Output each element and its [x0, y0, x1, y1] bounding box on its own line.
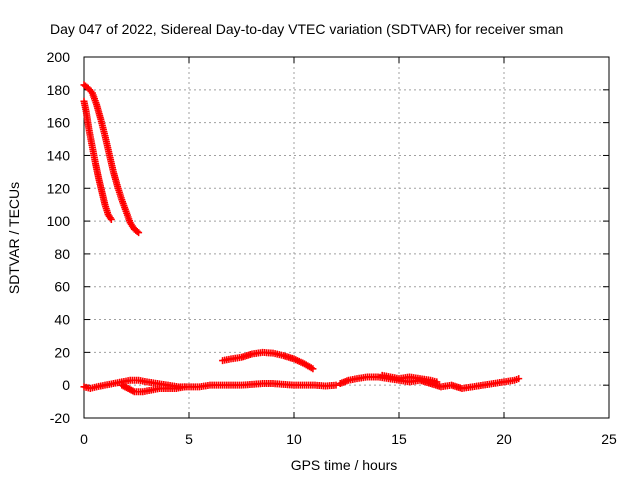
data-point	[133, 227, 141, 235]
y-tick-label: 0	[62, 377, 70, 393]
data-point	[332, 381, 340, 389]
series-track-4	[80, 376, 340, 392]
series-track-6	[336, 373, 523, 392]
y-tick-label: 180	[47, 82, 71, 98]
data-series	[80, 81, 523, 396]
y-tick-label: -20	[50, 410, 70, 426]
y-tick-label: 80	[54, 246, 70, 262]
data-point	[515, 375, 523, 383]
x-axis-title: GPS time / hours	[291, 457, 398, 473]
y-tick-label: 60	[54, 279, 70, 295]
data-point	[433, 378, 441, 386]
x-tick-label: 15	[391, 431, 407, 447]
plot-frame	[83, 56, 610, 419]
series-track-1	[80, 81, 143, 237]
y-axis-title: SDTVAR / TECUs	[6, 182, 22, 294]
series-track-2	[80, 97, 115, 223]
x-tick-label: 0	[80, 431, 88, 447]
x-tick-label: 20	[496, 431, 512, 447]
y-tick-label: 120	[47, 180, 71, 196]
chart-title: Day 047 of 2022, Sidereal Day-to-day VTE…	[50, 21, 563, 37]
y-tick-label: 160	[47, 115, 71, 131]
grid	[84, 57, 609, 418]
data-point	[309, 365, 317, 373]
series-track-7	[378, 371, 441, 386]
y-tick-label: 20	[54, 344, 70, 360]
series-track-3	[219, 348, 317, 373]
y-tick-label: 40	[54, 312, 70, 328]
x-tick-label: 25	[601, 431, 617, 447]
axis-ticks: 0 5 10 15 20 25 -20 0 20 40 60 80 100 120 140 160 180 200	[47, 49, 617, 447]
series-track-5	[118, 381, 189, 396]
y-tick-label: 100	[47, 213, 71, 229]
x-tick-label: 5	[185, 431, 193, 447]
y-tick-label: 140	[47, 147, 71, 163]
data-point	[181, 383, 189, 391]
x-tick-label: 10	[286, 431, 302, 447]
data-point	[107, 215, 115, 223]
y-tick-label: 200	[47, 49, 71, 65]
data-point	[135, 229, 143, 237]
